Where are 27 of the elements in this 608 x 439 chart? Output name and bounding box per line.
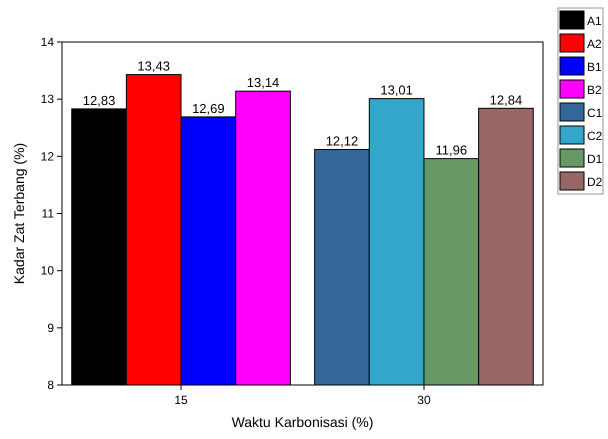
data-label: 12,84 — [490, 92, 522, 108]
data-label: 11,96 — [436, 142, 468, 158]
y-tick-label: 10 — [40, 264, 54, 278]
legend-label: C1 — [587, 106, 603, 120]
legend-label: A1 — [587, 14, 602, 28]
y-tick-label: 14 — [40, 35, 54, 49]
y-axis-title: Kadar Zat Terbang (%) — [11, 142, 27, 284]
legend-label: B1 — [587, 60, 602, 74]
y-tick-label: 8 — [47, 378, 54, 392]
data-label: 12,12 — [326, 133, 358, 148]
legend-label: C2 — [587, 129, 603, 143]
data-label: 13,01 — [380, 82, 413, 98]
data-label: 12,69 — [192, 100, 225, 116]
y-tick-label: 11 — [42, 206, 54, 220]
x-tick-label: 15 — [174, 393, 188, 407]
legend-label: A2 — [587, 37, 602, 51]
data-label: 13,43 — [137, 58, 170, 74]
y-tick-label: 13 — [40, 92, 54, 106]
x-tick-label: 30 — [417, 393, 431, 407]
legend-label: B2 — [587, 83, 602, 97]
data-label: 12,83 — [82, 92, 116, 108]
y-tick-label: 9 — [47, 320, 54, 335]
x-axis-title: Waktu Karbonisasi (%) — [232, 414, 374, 430]
y-tick-label: 12 — [40, 149, 54, 164]
legend-label: D1 — [587, 152, 603, 166]
data-label: 13,14 — [246, 75, 280, 90]
legend-label: D2 — [587, 175, 603, 189]
